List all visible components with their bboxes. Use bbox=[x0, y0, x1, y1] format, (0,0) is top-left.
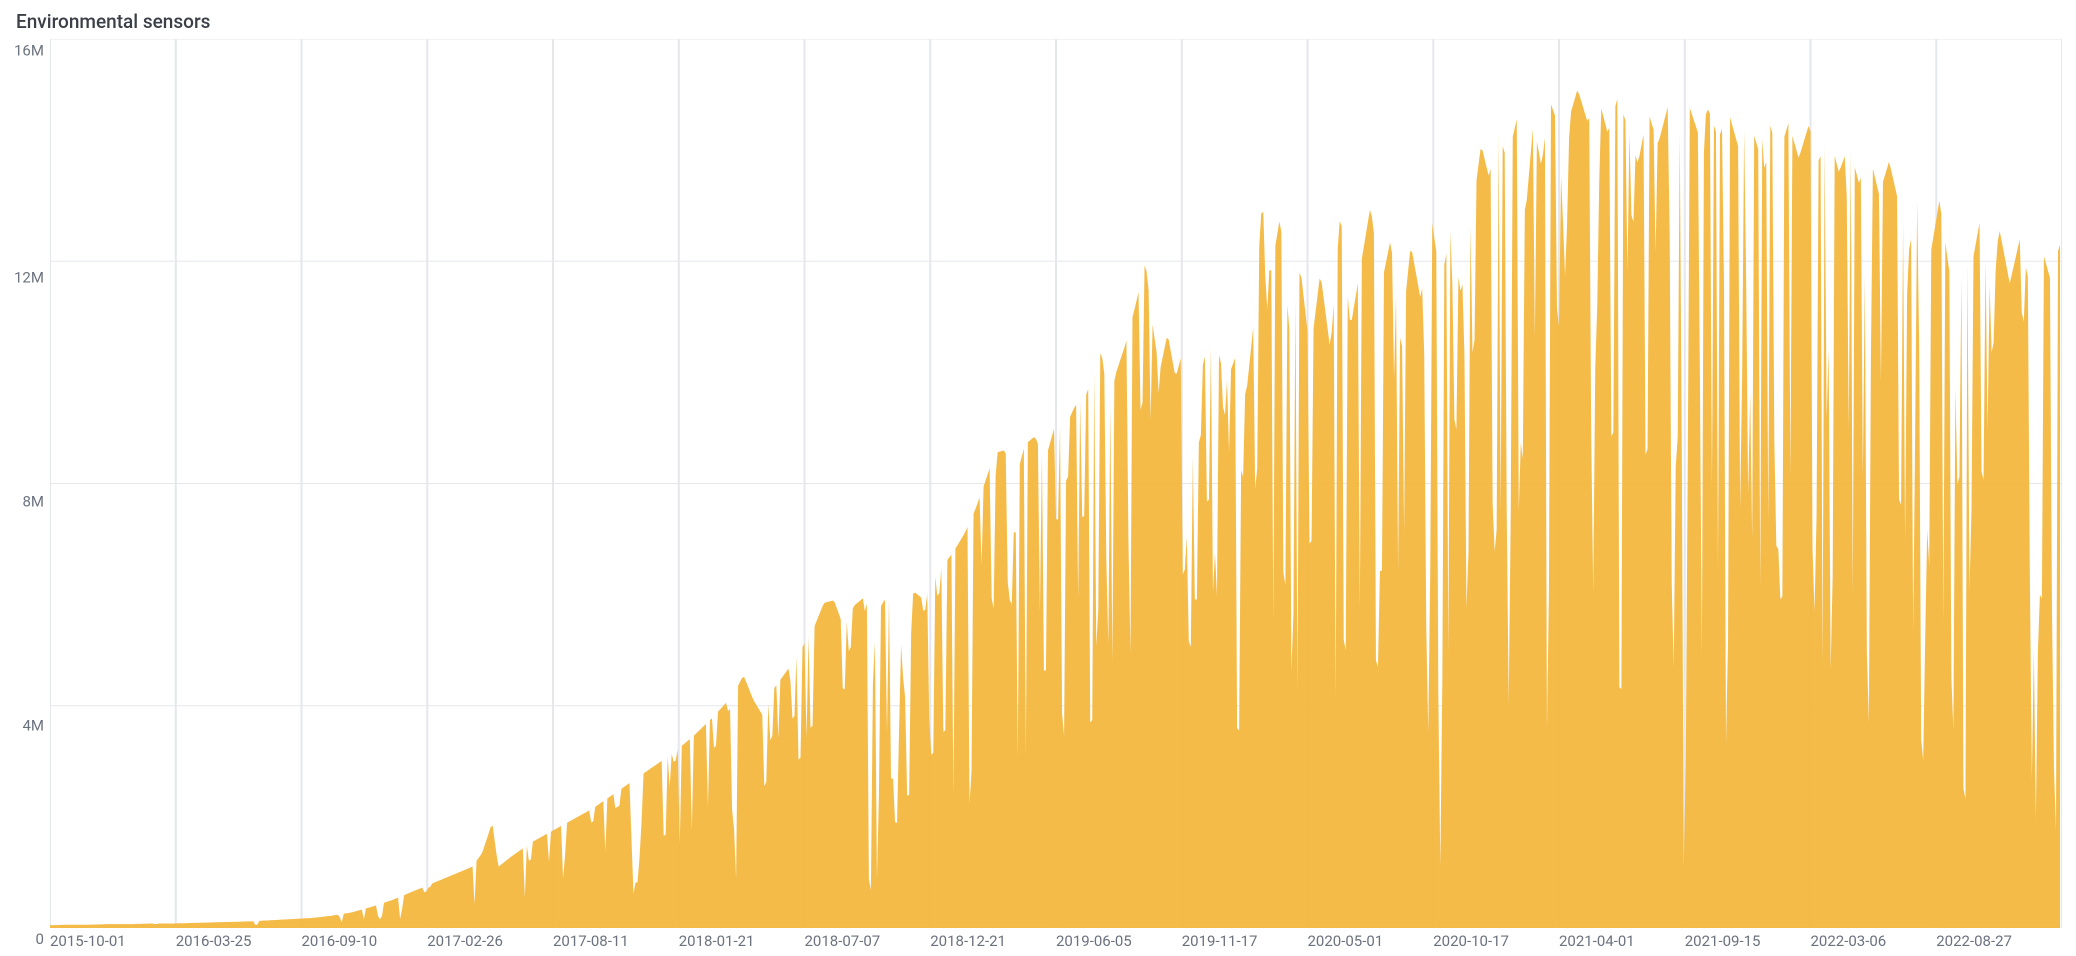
x-tick-label: 2021-09-15 bbox=[1685, 932, 1811, 950]
y-axis: 16M 12M 8M 4M 0 bbox=[14, 39, 50, 950]
x-tick-label: 2017-08-11 bbox=[553, 932, 679, 950]
x-tick-label: 2020-05-01 bbox=[1307, 932, 1433, 950]
x-tick-label: 2016-03-25 bbox=[176, 932, 302, 950]
y-tick-label: 0 bbox=[36, 932, 44, 947]
x-tick-label: 2018-07-07 bbox=[804, 932, 930, 950]
x-tick-label: 2020-10-17 bbox=[1433, 932, 1559, 950]
x-tick-label: 2021-04-01 bbox=[1559, 932, 1685, 950]
y-tick-label: 12M bbox=[14, 271, 44, 286]
chart-panel: Environmental sensors 16M 12M 8M 4M 0 2015-1… bbox=[0, 0, 2076, 956]
series-area bbox=[50, 91, 2060, 928]
x-tick-label: 2018-01-21 bbox=[679, 932, 805, 950]
y-tick-label: 8M bbox=[22, 495, 44, 510]
x-tick-label: 2019-11-17 bbox=[1182, 932, 1308, 950]
y-tick-label: 4M bbox=[22, 719, 44, 734]
x-tick-label: 2015-10-01 bbox=[50, 932, 176, 950]
x-tick-label: 2016-09-10 bbox=[301, 932, 427, 950]
y-tick-label: 16M bbox=[14, 44, 44, 59]
x-tick-label: 2018-12-21 bbox=[930, 932, 1056, 950]
x-axis: 2015-10-012016-03-252016-09-102017-02-26… bbox=[50, 928, 2062, 950]
plot-area[interactable] bbox=[50, 39, 2062, 928]
x-tick-label: 2019-06-05 bbox=[1056, 932, 1182, 950]
chart-body: 16M 12M 8M 4M 0 2015-10-012016-03-252016-09-… bbox=[14, 39, 2062, 950]
x-tick-label: 2022-03-06 bbox=[1810, 932, 1936, 950]
chart-title: Environmental sensors bbox=[16, 10, 2062, 33]
x-tick-label: 2022-08-27 bbox=[1936, 932, 2062, 950]
x-tick-label: 2017-02-26 bbox=[427, 932, 553, 950]
plot-column: 2015-10-012016-03-252016-09-102017-02-26… bbox=[50, 39, 2062, 950]
